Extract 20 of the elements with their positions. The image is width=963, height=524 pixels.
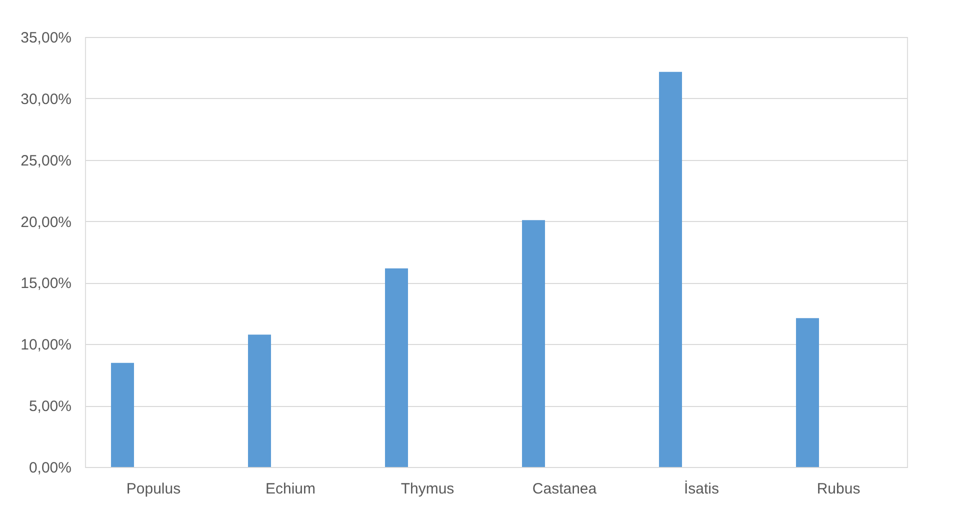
bar [385, 268, 408, 467]
y-tick-label: 25,00% [20, 152, 72, 170]
x-tick-label: Rubus [816, 480, 860, 498]
y-tick-label: 10,00% [20, 336, 72, 354]
x-tick-label: Echium [265, 480, 316, 498]
bar [248, 334, 271, 467]
y-tick-label: 30,00% [20, 90, 72, 108]
y-tick-label: 15,00% [20, 275, 72, 292]
bar [796, 318, 819, 467]
x-tick-label: Castanea [532, 480, 598, 498]
y-tick-label: 0,00% [28, 460, 72, 476]
x-tick-label: Populus [126, 480, 181, 498]
y-tick-label: 20,00% [20, 214, 72, 231]
x-tick-label: İsatis [684, 480, 720, 498]
y-tick-label: 5,00% [28, 398, 72, 416]
bar [659, 72, 682, 467]
bar [111, 362, 134, 467]
y-tick-label: 35,00% [20, 30, 72, 46]
x-tick-label: Thymus [400, 480, 454, 498]
bar [522, 220, 545, 467]
